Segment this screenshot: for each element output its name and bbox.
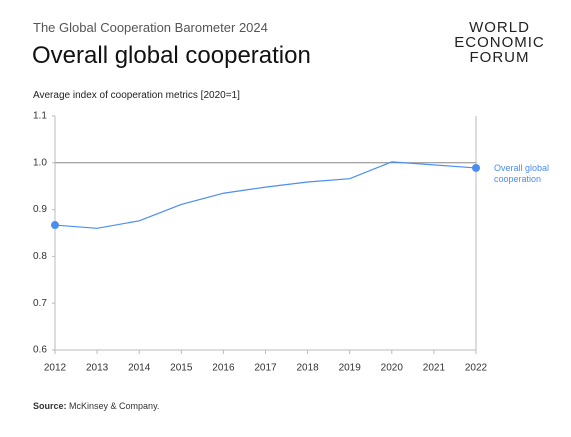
x-tick-label: 2014 xyxy=(128,363,151,374)
x-tick-label: 2019 xyxy=(339,363,362,374)
series-label: Overall global cooperation xyxy=(494,162,550,184)
y-axis-label: Average index of cooperation metrics [20… xyxy=(33,90,240,101)
end-marker xyxy=(472,163,480,172)
line xyxy=(54,161,477,229)
y-tick-label: 0.6 xyxy=(33,345,47,356)
source: Source: McKinsey & Company. xyxy=(33,401,159,411)
x-tick-label: 2017 xyxy=(254,363,277,374)
x-tick-label: 2016 xyxy=(212,363,235,374)
x-tick-label: 2012 xyxy=(44,363,67,374)
x-tick-label: 2015 xyxy=(170,363,193,374)
x-tick-label: 2020 xyxy=(381,363,404,374)
x-tick-label: 2013 xyxy=(86,363,109,374)
x-tick-label: 2021 xyxy=(423,363,446,374)
logo-line: ECONOMIC xyxy=(454,34,545,51)
y-tick-label: 1.1 xyxy=(33,111,47,122)
source-label: Source: xyxy=(33,401,67,411)
subtitle: The Global Cooperation Barometer 2024 xyxy=(33,20,268,35)
logo-line: WORLD xyxy=(469,19,530,36)
end-marker xyxy=(51,221,59,230)
y-tick-label: 0.9 xyxy=(33,204,47,215)
x-tick-label: 2018 xyxy=(296,363,319,374)
x-tick-label: 2022 xyxy=(465,363,488,374)
logo: WORLD ECONOMIC FORUM xyxy=(452,20,547,65)
y-tick-label: 0.8 xyxy=(33,251,47,262)
logo-line: FORUM xyxy=(469,49,530,66)
y-tick-label: 1.0 xyxy=(33,157,47,168)
source-text: McKinsey & Company. xyxy=(69,401,160,411)
y-tick-label: 0.7 xyxy=(33,298,47,309)
title: Overall global cooperation xyxy=(32,42,311,69)
